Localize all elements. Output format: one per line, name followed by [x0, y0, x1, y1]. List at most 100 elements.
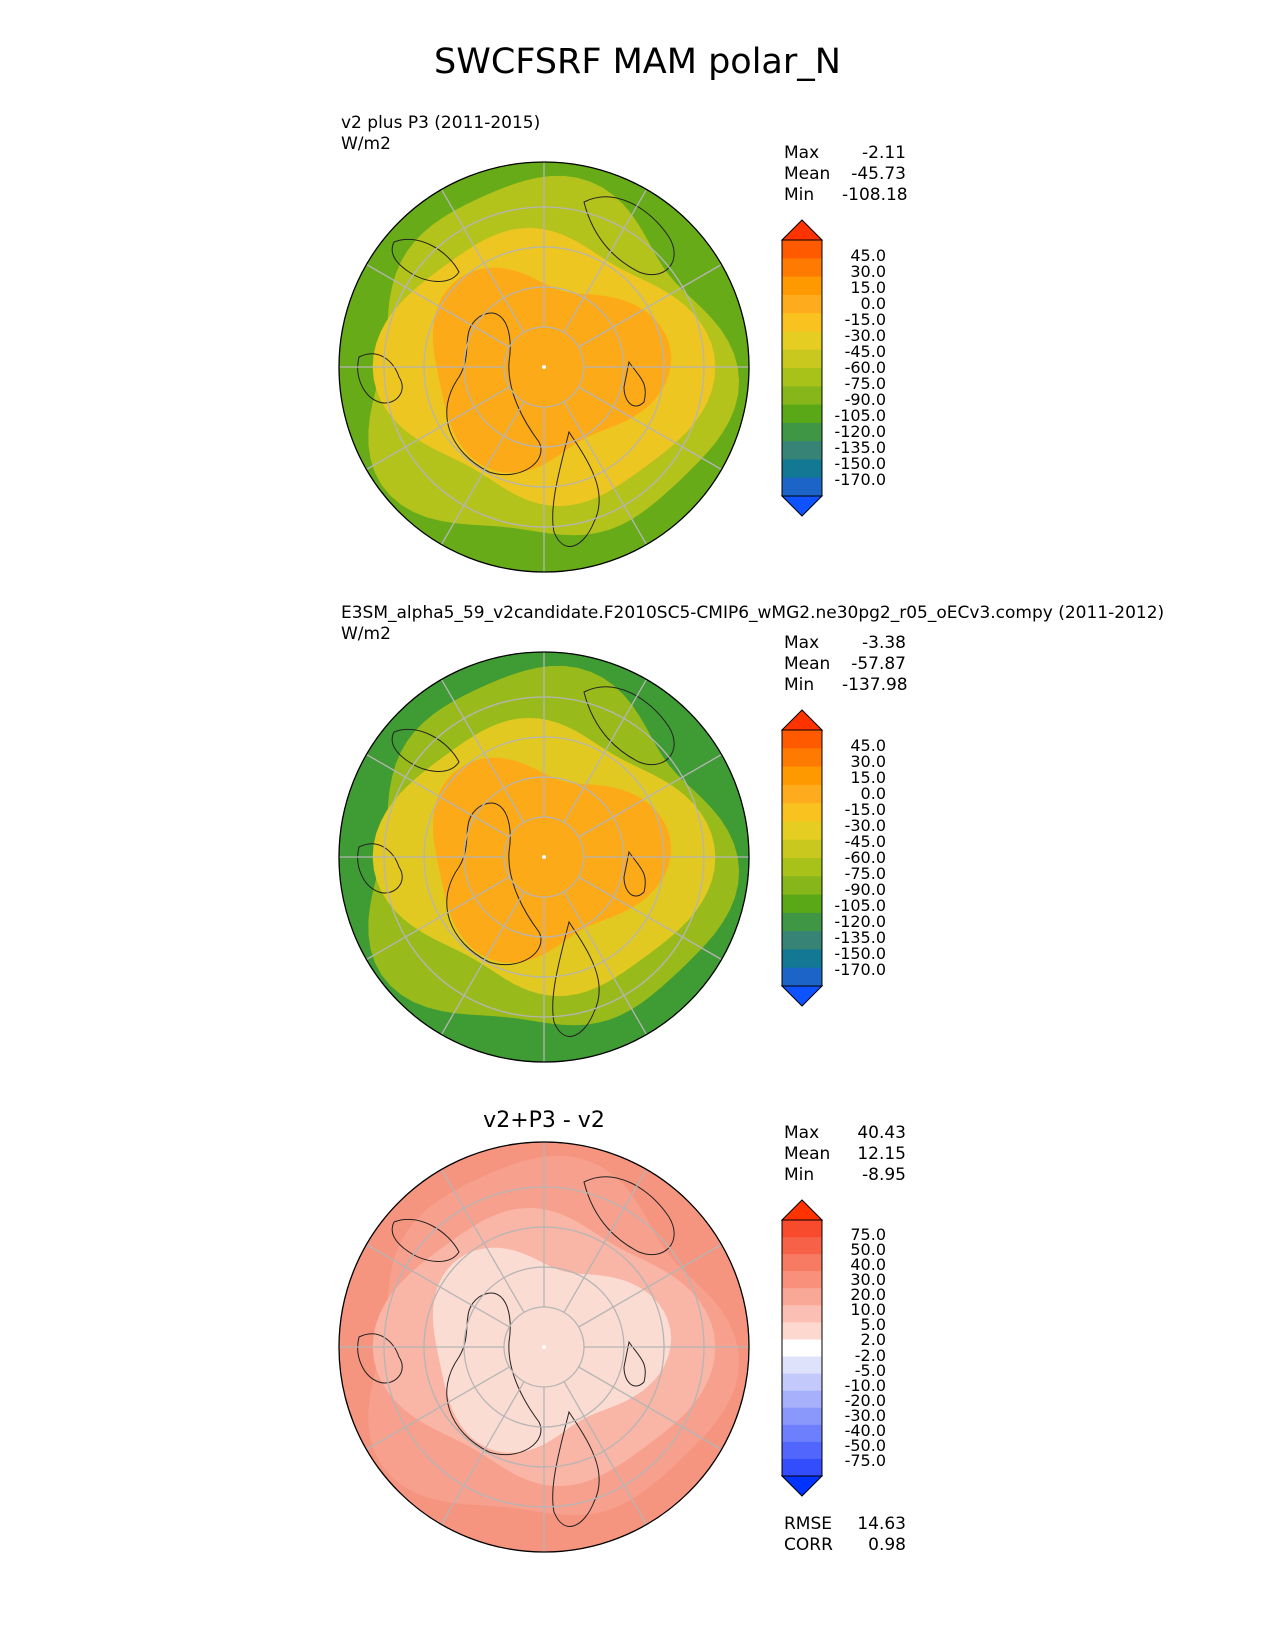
field-polar-core [432, 267, 672, 473]
panel-3-polar-map [338, 1141, 750, 1553]
meridian-line [563, 1381, 648, 1525]
colorbar-tick-label: -170.0 [834, 960, 886, 979]
meridian-line [366, 386, 510, 471]
colorbar-bin [782, 404, 822, 424]
colorbar-bin [782, 766, 822, 786]
stat-max-value: 40.43 [857, 1123, 906, 1143]
colorbar-tick-label: -120.0 [834, 422, 886, 441]
colorbar-tick-label: -90.0 [844, 390, 886, 409]
panel-3-title: v2+P3 - v2 [483, 1108, 605, 1133]
colorbar-tick-label: -105.0 [834, 406, 886, 425]
colorbar-upper-extend [780, 709, 824, 731]
meridian-line [563, 401, 648, 545]
panel-1-colorbar-labels: 45.0 30.0 15.0 0.0 -15.0 -30.0 -45.0 -60.0 -75.0… [826, 220, 886, 516]
colorbar-lower-extend [780, 985, 824, 1007]
meridian-line [563, 1169, 648, 1313]
panel-2-polar-map [338, 651, 750, 1063]
colorbar-bin [782, 839, 822, 859]
stat-min-value: -108.18 [842, 185, 908, 205]
colorbar-tick-label: -120.0 [834, 912, 886, 931]
colorbar-bin [782, 967, 822, 987]
colorbar-tick-label: -150.0 [834, 944, 886, 963]
colorbar-bin [782, 477, 822, 497]
meridian-line [440, 679, 525, 823]
meridian-line [440, 1169, 525, 1313]
north-pole-marker [542, 855, 546, 859]
colorbar-bin [782, 1288, 822, 1306]
colorbar-tick-label: -15.0 [844, 800, 886, 819]
meridian-line [578, 1366, 722, 1451]
colorbar-frame [781, 239, 823, 497]
colorbar-tick-label: -75.0 [844, 1450, 886, 1470]
panel-2-colorbar-labels: 45.0 30.0 15.0 0.0 -15.0 -30.0 -45.0 -60.0 -75.0… [826, 710, 886, 1006]
colorbar-tick-label: 30.0 [850, 1270, 886, 1290]
map-boundary [338, 161, 750, 573]
panel-1-colorbar [780, 219, 824, 517]
stat-mean-label: Mean [784, 1144, 831, 1164]
coast-segment [583, 686, 675, 766]
panel-3-colorbar-labels: 75.0 50.0 40.0 30.0 20.0 10.0 5.0 2.0 -2.0 -5.0 -1… [826, 1200, 886, 1496]
colorbar-bin [782, 368, 822, 387]
colorbar-bin [782, 1220, 822, 1238]
colorbar-tick-label: 2.0 [860, 1330, 886, 1350]
colorbar-tick-label: -170.0 [834, 470, 886, 489]
colorbar-tick-label: -40.0 [844, 1420, 886, 1440]
colorbar-tick-label: -75.0 [844, 374, 886, 393]
stat-mean-value: -57.87 [851, 654, 906, 674]
colorbar-tick-label: -75.0 [844, 864, 886, 883]
colorbar-tick-label: 0.0 [860, 294, 886, 313]
colorbar-bin [782, 331, 822, 351]
coast-segment [583, 1176, 675, 1256]
colorbar-tick-label: 10.0 [850, 1300, 886, 1320]
meridian-line [440, 189, 525, 333]
stat-min-value: -137.98 [842, 675, 908, 695]
stat-max-value: -2.11 [862, 143, 906, 163]
colorbar-bin [782, 1339, 822, 1358]
colorbar-bin [782, 748, 822, 768]
colorbar-bin [782, 1407, 822, 1426]
rmse-label: RMSE [784, 1514, 833, 1534]
stat-min-label: Min [784, 185, 815, 205]
panel-3-stats: Max 40.43 Mean 12.15 Min -8.95 [784, 1123, 906, 1186]
meridian-line [578, 876, 722, 961]
graticule [339, 1142, 749, 1552]
coast-segment [552, 430, 600, 547]
colorbar-bin [782, 876, 822, 896]
panel-3-colorbar [780, 1199, 824, 1497]
panel-2-title: E3SM_alpha5_59_v2candidate.F2010SC5-CMIP… [341, 603, 1165, 623]
meridian-line [563, 891, 648, 1035]
meridian-line [578, 753, 722, 838]
main-title: SWCFSRF MAM polar_N [434, 42, 841, 82]
stat-max-label: Max [784, 1123, 820, 1143]
colorbar-bin [782, 1441, 822, 1460]
panel-1-polar-map [338, 161, 750, 573]
colorbar-bin [782, 1424, 822, 1443]
coast-segment [623, 1340, 646, 1387]
coast-segment [623, 360, 646, 407]
coast-segment [623, 850, 646, 897]
field-polar-core [432, 1247, 672, 1453]
colorbar-bin [782, 422, 822, 442]
map-boundary [338, 651, 750, 1063]
colorbar-bin [782, 949, 822, 969]
colorbar-bin [782, 1254, 822, 1272]
colorbar-tick-label: 30.0 [850, 262, 886, 281]
colorbar-bin [782, 441, 822, 460]
meridian-line [366, 1243, 510, 1328]
coast-segment [391, 728, 460, 772]
colorbar-tick-label: 45.0 [850, 736, 886, 755]
meridian-line [366, 753, 510, 838]
field-polar-core [432, 757, 672, 963]
north-pole-marker [542, 365, 546, 369]
colorbar-bin [782, 294, 822, 314]
colorbar-tick-label: -45.0 [844, 342, 886, 361]
colorbar-bin [782, 276, 822, 296]
stat-max-label: Max [784, 143, 820, 163]
coast-segment [552, 920, 600, 1037]
meridian-line [366, 876, 510, 961]
colorbar-bin [782, 912, 822, 932]
colorbar-frame [781, 1219, 823, 1477]
panel-3-error-stats: RMSE 14.63 CORR 0.98 [784, 1514, 906, 1556]
north-pole-marker [542, 1345, 546, 1349]
meridian-line [578, 386, 722, 471]
